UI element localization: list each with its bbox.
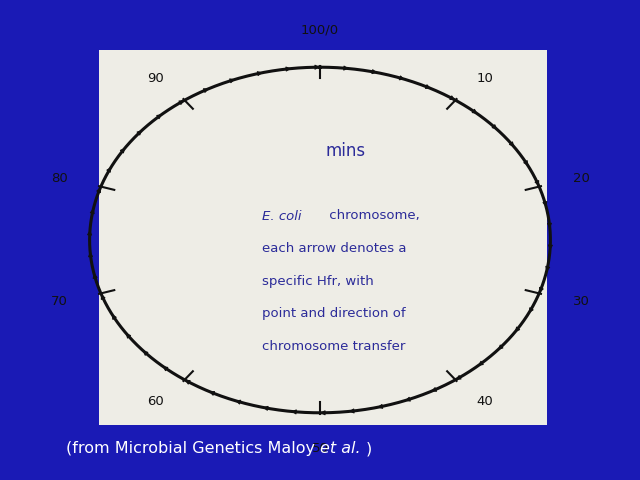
Text: 20: 20 — [573, 172, 589, 185]
Text: 50: 50 — [312, 442, 328, 455]
Text: chromosome transfer: chromosome transfer — [262, 340, 406, 353]
Bar — [99, 50, 547, 425]
Text: 80: 80 — [51, 172, 67, 185]
Text: ): ) — [366, 441, 372, 456]
Text: specific Hfr, with: specific Hfr, with — [262, 275, 374, 288]
Text: point and direction of: point and direction of — [262, 307, 406, 321]
Text: 30: 30 — [573, 295, 589, 308]
Text: each arrow denotes a: each arrow denotes a — [262, 242, 407, 255]
Text: 10: 10 — [476, 72, 493, 85]
Text: 70: 70 — [51, 295, 67, 308]
Text: chromosome,: chromosome, — [325, 209, 420, 223]
Text: et al.: et al. — [320, 441, 360, 456]
Text: 100/0: 100/0 — [301, 23, 339, 36]
Text: 60: 60 — [147, 395, 164, 408]
Text: 90: 90 — [147, 72, 164, 85]
Text: mins: mins — [326, 142, 365, 160]
Text: E. coli: E. coli — [262, 209, 302, 223]
Text: (from Microbial Genetics Maloy: (from Microbial Genetics Maloy — [66, 441, 320, 456]
Text: 40: 40 — [476, 395, 493, 408]
